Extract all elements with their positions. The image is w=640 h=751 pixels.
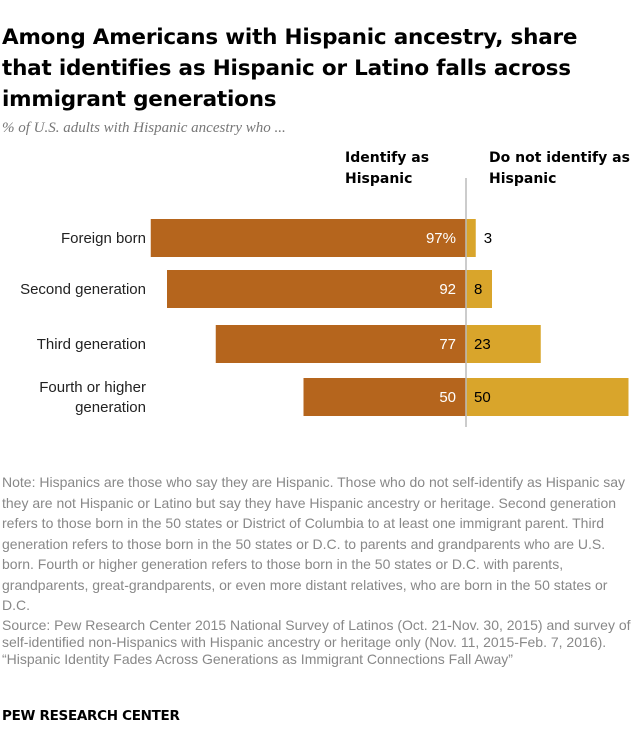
category-label: Fourth or higher — [39, 379, 146, 396]
chart-subtitle: % of U.S. adults with Hispanic ancestry … — [2, 120, 286, 136]
credit: PEW RESEARCH CENTER — [2, 708, 180, 724]
value-label-not-identify: 23 — [474, 336, 491, 353]
column-header-line: Identify as — [345, 150, 429, 166]
bar-row: Third generation 77 23 — [37, 325, 541, 363]
category-label: Second generation — [20, 281, 146, 298]
column-header-line: Do not identify as — [489, 150, 630, 166]
chart-title: Among Americans with Hispanic ancestry, … — [2, 25, 578, 112]
bar-row: Second generation 92 8 — [20, 270, 492, 308]
bar-not-identify — [466, 378, 629, 416]
bar-identify — [215, 325, 466, 363]
column-header-left: Identify as Hispanic — [345, 150, 429, 187]
report-title: “Hispanic Identity Fades Across Generati… — [2, 651, 513, 667]
value-label-identify: 92 — [439, 281, 456, 298]
category-label: generation — [75, 399, 146, 416]
source-text: Source: Pew Research Center 2015 Nationa… — [2, 617, 631, 650]
bar-not-identify — [466, 325, 541, 363]
value-label-not-identify: 8 — [474, 281, 482, 298]
column-header-line: Hispanic — [489, 171, 556, 187]
bar-row: Foreign born 97% 3 — [61, 219, 492, 257]
bar-identify — [303, 378, 466, 416]
column-header-right: Do not identify as Hispanic — [489, 150, 630, 187]
column-header-line: Hispanic — [345, 171, 412, 187]
chart: Identify as Hispanic Do not identify as Hi… — [20, 150, 630, 427]
value-label-not-identify: 50 — [474, 389, 491, 406]
bar-row: Fourth or higher generation 50 50 — [39, 378, 629, 416]
value-label-identify: 50 — [439, 389, 456, 406]
value-label-identify: 77 — [439, 336, 456, 353]
bar-not-identify — [466, 270, 492, 308]
bar-identify — [167, 270, 466, 308]
chart-note: Note: Hispanics are those who say they a… — [2, 474, 626, 613]
value-label-identify: 97% — [426, 230, 456, 247]
category-label: Third generation — [37, 336, 146, 353]
chart-source: Source: Pew Research Center 2015 Nationa… — [2, 617, 638, 668]
bar-rows: Foreign born 97% 3 Second generation 92 8 Thir… — [20, 219, 629, 416]
bar-not-identify — [466, 219, 476, 257]
bar-identify — [150, 219, 466, 257]
value-label-not-identify: 3 — [484, 230, 492, 247]
category-label: Foreign born — [61, 230, 146, 247]
